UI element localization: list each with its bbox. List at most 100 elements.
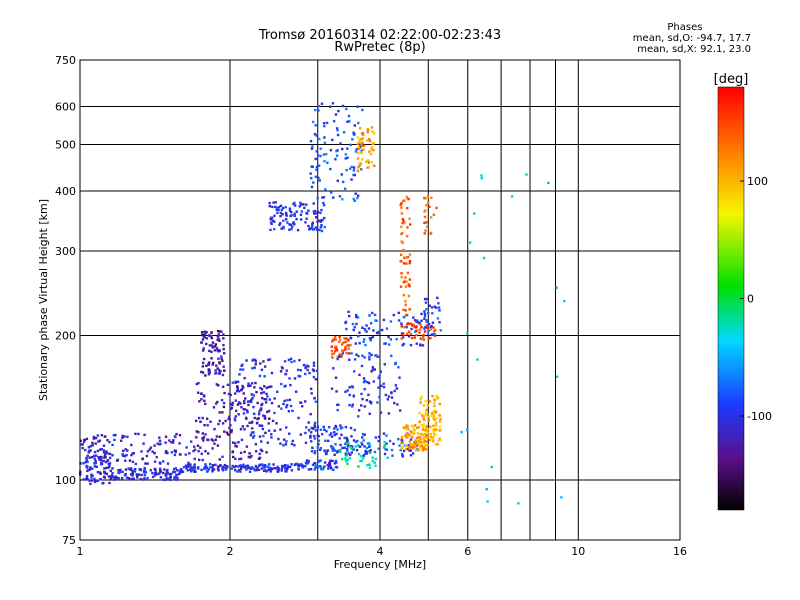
data-point (316, 197, 319, 200)
data-point (303, 206, 306, 210)
data-point (207, 468, 211, 471)
data-point (343, 187, 347, 190)
data-point (298, 205, 301, 208)
data-point (362, 136, 365, 140)
data-point (370, 353, 373, 357)
data-point (315, 165, 319, 169)
data-point (252, 358, 256, 361)
data-point (212, 468, 216, 471)
data-point (121, 454, 125, 457)
data-point (438, 425, 442, 429)
data-point (311, 463, 315, 467)
data-point (312, 375, 316, 379)
data-point (274, 201, 277, 204)
data-point (260, 424, 264, 427)
data-point (331, 356, 334, 359)
data-point (146, 462, 149, 465)
data-point (405, 234, 409, 238)
data-point (423, 317, 426, 320)
data-point (125, 476, 129, 479)
data-point (240, 438, 244, 442)
phase-stats-o: mean, sd,O: -94.7, 17.7 (632, 33, 751, 44)
data-point (213, 349, 217, 352)
data-point (331, 138, 334, 142)
data-point (371, 130, 374, 133)
data-point (364, 452, 367, 455)
data-point (323, 449, 326, 452)
data-point (258, 424, 262, 427)
data-point (268, 398, 272, 401)
data-point (266, 469, 270, 472)
data-point (408, 440, 412, 443)
data-point (156, 442, 159, 445)
data-point (422, 333, 425, 337)
data-point (93, 450, 97, 454)
data-point (109, 469, 112, 473)
data-point (158, 467, 162, 470)
data-point (361, 436, 364, 439)
data-point (415, 342, 418, 345)
data-point (435, 423, 438, 427)
data-point (395, 337, 398, 341)
data-point (327, 439, 330, 443)
data-point (269, 467, 273, 470)
data-point (109, 477, 113, 480)
data-point (288, 207, 292, 210)
data-point (332, 447, 335, 450)
data-point (322, 195, 326, 199)
data-point (402, 333, 405, 336)
data-point (374, 464, 377, 467)
data-point (344, 460, 348, 463)
data-point (406, 226, 409, 229)
data-point (334, 443, 337, 446)
data-point (401, 445, 404, 448)
data-point (525, 173, 528, 176)
data-point (280, 469, 283, 472)
data-point (111, 467, 114, 470)
data-point (390, 396, 394, 399)
data-point (212, 406, 216, 409)
data-point (218, 419, 221, 423)
data-point (329, 148, 333, 152)
data-point (243, 428, 246, 431)
data-point (114, 433, 117, 437)
data-point (320, 229, 324, 233)
data-point (218, 458, 222, 461)
data-point (426, 413, 429, 416)
data-point (203, 423, 206, 427)
data-point (310, 392, 313, 395)
data-point (100, 448, 104, 451)
data-point (358, 373, 361, 377)
data-point (109, 475, 113, 478)
data-point (422, 338, 425, 341)
data-point (383, 363, 386, 366)
data-point (423, 425, 426, 429)
data-point (354, 440, 358, 444)
data-point (276, 390, 279, 394)
data-point (398, 444, 401, 447)
data-point (238, 468, 241, 472)
data-point (221, 422, 225, 425)
data-point (308, 371, 311, 375)
data-point (263, 397, 266, 401)
data-point (121, 449, 125, 453)
data-point (270, 401, 274, 405)
data-point (205, 364, 208, 368)
data-point (338, 195, 342, 198)
data-point (261, 402, 264, 406)
data-point (311, 165, 314, 168)
data-point (380, 384, 383, 388)
data-point (84, 448, 87, 452)
data-point (360, 364, 364, 368)
data-point (333, 433, 336, 437)
data-point (346, 442, 349, 445)
data-point (346, 458, 349, 462)
data-point (124, 448, 127, 451)
data-point (434, 409, 438, 413)
data-point (213, 345, 217, 348)
data-point (357, 452, 361, 456)
data-point (254, 443, 258, 446)
data-point (346, 443, 350, 447)
data-point (173, 449, 176, 452)
data-point (368, 355, 371, 358)
